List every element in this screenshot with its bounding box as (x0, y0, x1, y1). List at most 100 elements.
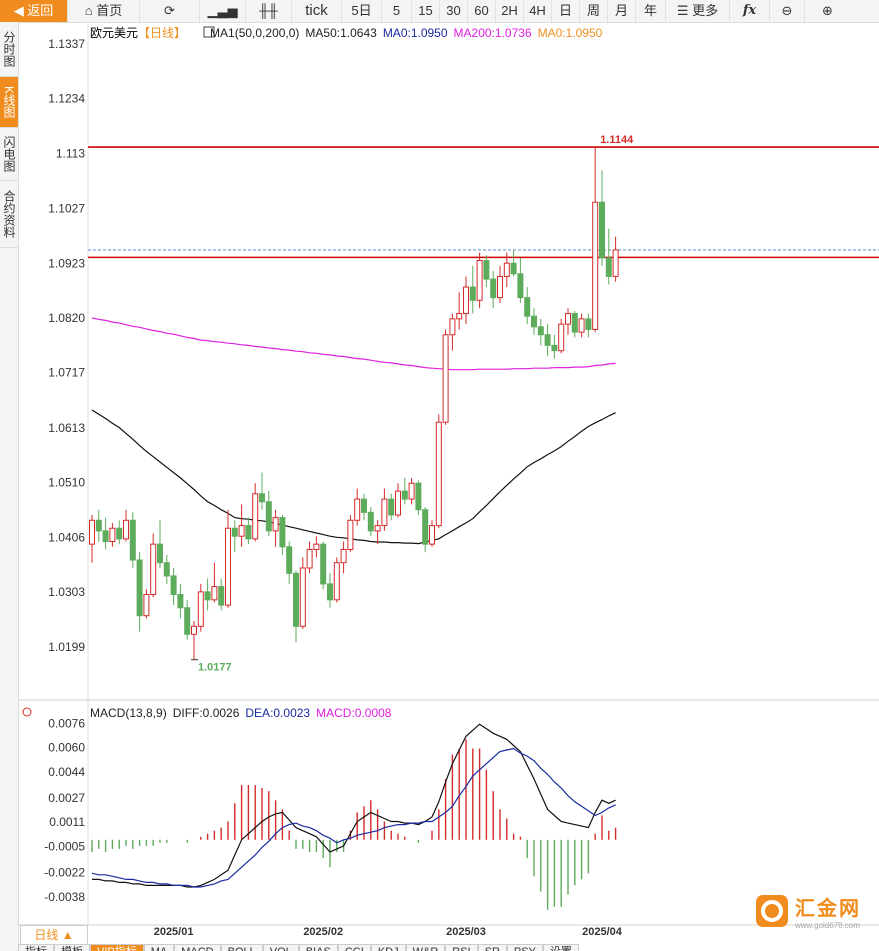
candle-body (395, 490, 401, 516)
more-label: 更多 (692, 3, 719, 18)
candle-body (483, 260, 490, 280)
candle-body (578, 318, 585, 333)
indicator-tab[interactable]: RSI (445, 944, 478, 951)
chart-subtitle: 【日线】 (138, 26, 187, 40)
tab-kline[interactable]: K线图 (0, 77, 18, 128)
indicator-tab[interactable]: SR (477, 944, 507, 951)
candle-body (544, 334, 551, 346)
period-tick[interactable]: tick (292, 0, 342, 22)
candle-body (599, 201, 605, 259)
indicator-tab[interactable]: MACD (174, 944, 221, 951)
candle-body (503, 262, 510, 277)
candle-body (89, 519, 95, 545)
tab-flash[interactable]: 闪电图 (0, 128, 18, 181)
indicator-tab[interactable]: MA (143, 944, 175, 951)
legend-entry: MA200:1.0736 (453, 25, 532, 40)
y-tick-label: 1.1027 (48, 201, 85, 215)
y-tick-label: 0.0076 (48, 716, 85, 730)
indicator-tab[interactable]: KDJ (370, 944, 406, 951)
candle-body (612, 249, 619, 277)
indicator-tab[interactable]: BIAS (298, 944, 338, 951)
more-button[interactable]: ☰ 更多 (666, 0, 730, 22)
chart-type-button[interactable]: ▁▃▅ (200, 0, 246, 22)
y-tick-label: 0.0060 (48, 741, 85, 755)
indicator-tab[interactable]: PSY (506, 944, 543, 951)
candle-body (456, 313, 463, 320)
candle-body (442, 334, 449, 423)
macd-legend: MACD(13,8,9) DIFF:0.0026 DEA:0.0023 MACD:0.… (90, 706, 391, 720)
candle-body (422, 509, 429, 545)
period-60[interactable]: 60 (468, 0, 496, 22)
period-month[interactable]: 月 (608, 0, 636, 22)
x-tick-label: 2025/03 (446, 926, 486, 938)
candle-body (517, 273, 524, 299)
candle-body (340, 548, 347, 564)
price-legend: 欧元美元 【日线】 MA1(50,0,200,0) MA50:1.0643 MA0:… (90, 24, 602, 41)
period-button[interactable]: 日线 ▲ (20, 925, 88, 945)
formula-button[interactable]: fx (730, 0, 770, 22)
y-tick-label: 1.1234 (48, 92, 85, 106)
back-button[interactable]: ◀ 返回 (0, 0, 68, 22)
candle-body (551, 344, 558, 352)
logo: 汇金网 www.gold678.com (755, 892, 861, 930)
indicator-icon[interactable] (203, 26, 215, 38)
candle-body (238, 525, 245, 537)
candle-body (571, 313, 578, 333)
period-30[interactable]: 30 (440, 0, 468, 22)
candle-body (449, 318, 456, 336)
candle-type-button[interactable]: ╫╫ (246, 0, 292, 22)
indicator-tab[interactable]: BOLL (220, 944, 263, 951)
indicator-tab[interactable]: W&R (405, 944, 446, 951)
y-tick-label: 1.0717 (48, 366, 85, 380)
candle-body (252, 493, 259, 540)
candle-body (605, 257, 612, 277)
period-day[interactable]: 日 (552, 0, 580, 22)
zoom-in[interactable]: ⊕ (822, 3, 833, 18)
zoom-out[interactable]: ⊖ (770, 0, 805, 22)
indicator-tab[interactable]: VIP指标 (90, 944, 144, 951)
indicator-line (91, 317, 616, 371)
home-button[interactable]: ⌂ 首页 (68, 0, 140, 22)
logo-name: 汇金网 (795, 898, 861, 920)
tab-timeshare[interactable]: 分时图 (0, 22, 18, 77)
indicator-tab[interactable]: 模板 (54, 944, 90, 951)
indicator-tab[interactable]: VOL (262, 944, 299, 951)
period-week[interactable]: 周 (580, 0, 608, 22)
indicator-line (92, 723, 616, 888)
candle-body (320, 543, 327, 585)
indicator-tab[interactable]: 指标 (18, 944, 54, 951)
candle-body (435, 421, 442, 527)
tab-contract[interactable]: 合约资料 (0, 181, 18, 248)
y-tick-label: 0.0011 (49, 815, 85, 829)
candle-body (95, 519, 102, 532)
candle-body (102, 530, 109, 542)
y-tick-label: -0.0038 (44, 890, 85, 904)
candle-body (558, 323, 565, 352)
legend-entry: MACD(13,8,9) (90, 706, 167, 720)
period-2h[interactable]: 2H (496, 0, 524, 22)
max-annotation: 1.1144 (600, 134, 634, 146)
candle-body (497, 275, 503, 299)
indicator-tab[interactable]: 设置 (542, 944, 579, 951)
y-tick-label: 1.0510 (48, 475, 85, 489)
indicator-tab[interactable]: CCI (337, 944, 371, 951)
candle-body (367, 511, 374, 532)
period-year[interactable]: 年 (636, 0, 666, 22)
period-4h[interactable]: 4H (524, 0, 552, 22)
period-15[interactable]: 15 (412, 0, 440, 22)
x-tick-label: 2025/01 (154, 926, 194, 938)
candle-body (293, 572, 299, 627)
refresh-button[interactable]: ⟳ (140, 0, 200, 22)
period-5[interactable]: 5 (382, 0, 412, 22)
candle-body (510, 262, 517, 275)
candle-body (415, 482, 422, 511)
x-tick-label: 2025/02 (303, 926, 343, 938)
candle-body (231, 527, 238, 537)
candle-body (327, 583, 333, 601)
candle-body (123, 519, 129, 540)
home-label: 首页 (96, 3, 123, 18)
candle-body (225, 527, 231, 606)
legend-entry: MA0:1.0950 (382, 25, 448, 40)
settings-icon[interactable] (22, 707, 32, 717)
period-5d[interactable]: 5日 (342, 0, 382, 22)
